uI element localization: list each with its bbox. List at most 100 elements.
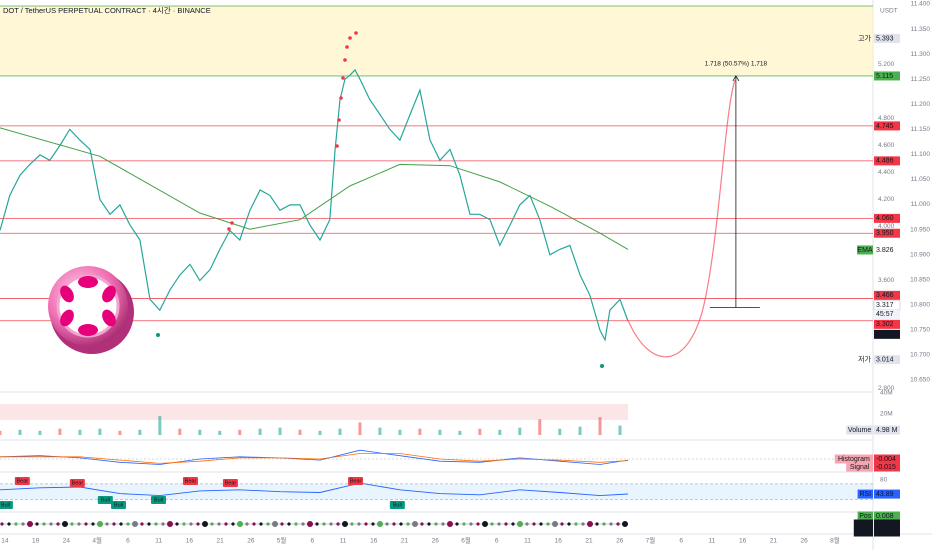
squeeze-dot — [56, 522, 60, 526]
x-tick-label: 21 — [216, 538, 224, 545]
squeeze-dot — [132, 521, 138, 527]
squeeze-dot — [546, 522, 550, 526]
indicator-value: -0.015 — [876, 464, 896, 471]
volume-bar — [538, 419, 542, 435]
squeeze-dot — [182, 522, 186, 526]
countdown-tag — [874, 309, 900, 319]
volume-bar — [398, 429, 402, 435]
squeeze-dot — [385, 522, 389, 526]
squeeze-dot — [147, 522, 151, 526]
signal-tag — [69, 479, 85, 487]
price-tag — [874, 213, 900, 223]
squeeze-dot — [587, 521, 593, 527]
squeeze-dot — [482, 521, 488, 527]
indicator-name: Plot — [857, 529, 869, 536]
price-tag-label: 3.317 — [876, 302, 894, 309]
signal-tag — [182, 477, 198, 485]
x-tick-label: 16 — [370, 538, 378, 545]
y2-tick-label: 11.250 — [911, 76, 931, 83]
squeeze-dot — [595, 522, 599, 526]
x-tick-label: 11 — [524, 538, 531, 545]
y-tick-label: 4.200 — [878, 196, 895, 203]
price-tag — [874, 33, 900, 43]
indicator-name: Volume — [848, 427, 871, 434]
squeeze-dot — [202, 521, 208, 527]
squeeze-dot — [462, 522, 466, 526]
price-tag — [874, 329, 900, 339]
squeeze-dot — [342, 521, 348, 527]
squeeze-dot — [447, 521, 453, 527]
y2-tick-label: 10.800 — [910, 301, 930, 308]
volume-bar — [618, 425, 622, 435]
extreme-prefix: 저가 — [858, 354, 871, 363]
squeeze-dot — [252, 522, 256, 526]
volume-bar — [438, 429, 442, 435]
price-tag-label: 4.060 — [876, 215, 894, 222]
signal-tag — [111, 501, 127, 509]
squeeze-dot — [307, 521, 313, 527]
squeeze-dot — [154, 522, 158, 526]
squeeze-dot — [97, 521, 103, 527]
currency-label: USDT — [880, 8, 898, 15]
x-tick-label: 19 — [32, 538, 40, 545]
squeeze-dot — [167, 521, 173, 527]
y-tick-label: 4.600 — [878, 142, 895, 149]
price-tag — [874, 156, 900, 166]
x-tick-label: 6 — [311, 538, 315, 545]
y-tick-label: 2.800 — [878, 385, 895, 392]
squeeze-dot — [237, 521, 243, 527]
squeeze-dot — [329, 522, 333, 526]
x-tick-label: 26 — [801, 538, 809, 545]
y2-tick-label: 11.350 — [911, 26, 931, 33]
squeeze-dot — [350, 522, 354, 526]
y2-tick-label: 10.950 — [910, 226, 930, 233]
signal-tag — [14, 477, 30, 485]
volume-bar — [598, 417, 602, 435]
squeeze-dot — [21, 522, 25, 526]
squeeze-dot — [406, 522, 410, 526]
squeeze-dot — [27, 521, 33, 527]
y2-tick-label: 11.150 — [911, 126, 931, 133]
squeeze-dot — [532, 522, 536, 526]
x-tick-label: 21 — [770, 538, 778, 545]
volume-bar — [358, 422, 362, 435]
squeeze-dot — [161, 522, 165, 526]
y2-tick-label: 11.200 — [911, 101, 931, 108]
squeeze-dot — [476, 522, 480, 526]
volume-bar — [58, 428, 62, 435]
indicator-value-tag — [874, 462, 900, 472]
volume-bar — [78, 429, 82, 435]
volume-bar — [558, 428, 562, 435]
x-tick-label: 26 — [247, 538, 255, 545]
squeeze-dot — [420, 522, 424, 526]
x-tick-label: 16 — [739, 538, 747, 545]
price-tag-label: 4.745 — [876, 123, 894, 130]
price-line — [0, 68, 629, 342]
signal-label: Bull — [114, 502, 123, 508]
measure-arrow — [732, 75, 740, 82]
volume-bar — [238, 429, 242, 435]
signal-tag — [151, 496, 167, 504]
squeeze-dot — [62, 521, 68, 527]
indicator-value: 4.98 M — [876, 427, 898, 434]
x-tick-label: 11 — [340, 538, 347, 545]
squeeze-dot — [126, 522, 130, 526]
indicator-name-tag — [846, 425, 873, 435]
squeeze-dot — [315, 522, 319, 526]
y-tick-label: 20M — [880, 411, 893, 418]
y-tick-label: 5.200 — [878, 61, 895, 68]
volume-bar — [458, 430, 462, 435]
squeeze-dot — [0, 522, 4, 526]
squeeze-dot — [77, 522, 81, 526]
y2-tick-label: 10.750 — [910, 327, 930, 334]
target-zone — [0, 6, 873, 76]
volume-bar — [38, 430, 42, 435]
volume-bar — [0, 430, 2, 435]
indicator-value: 0.000 — [876, 521, 894, 528]
indicator-name: RSI — [859, 491, 871, 498]
projection-curve — [627, 79, 736, 358]
squeeze-dot — [119, 522, 123, 526]
signal-label: Bear — [185, 478, 197, 484]
squeeze-dot — [272, 521, 278, 527]
